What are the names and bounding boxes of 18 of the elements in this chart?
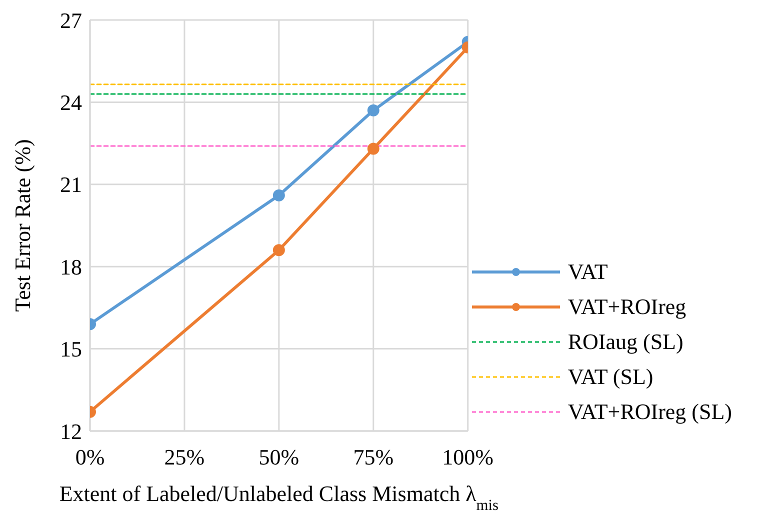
y-tick-label: 15 xyxy=(60,336,82,362)
legend-label: ROIaug (SL) xyxy=(568,328,684,354)
y-tick-label: 27 xyxy=(60,8,82,33)
x-axis-title: Extent of Labeled/Unlabeled Class Mismatch λ$_{mis}$ xyxy=(59,481,499,514)
legend-label: VAT+ROIreg xyxy=(568,294,686,320)
x-tick-label: 0% xyxy=(75,444,105,470)
y-tick-label: 12 xyxy=(60,418,82,444)
x-tick-label: 50% xyxy=(258,444,300,470)
x-tick-label: 100% xyxy=(442,444,494,470)
legend-label: VAT+ROIreg (SL) xyxy=(568,398,732,424)
y-tick-label: 18 xyxy=(60,254,82,280)
x-tick-label: 75% xyxy=(353,444,394,470)
y-axis-title: Test Error Rate (%) xyxy=(10,139,35,312)
legend-label: VAT xyxy=(568,258,608,284)
legend-label: VAT (SL) xyxy=(568,364,654,390)
y-tick-label: 24 xyxy=(60,90,82,116)
x-tick-label: 25% xyxy=(164,444,205,470)
y-tick-label: 21 xyxy=(60,172,82,198)
